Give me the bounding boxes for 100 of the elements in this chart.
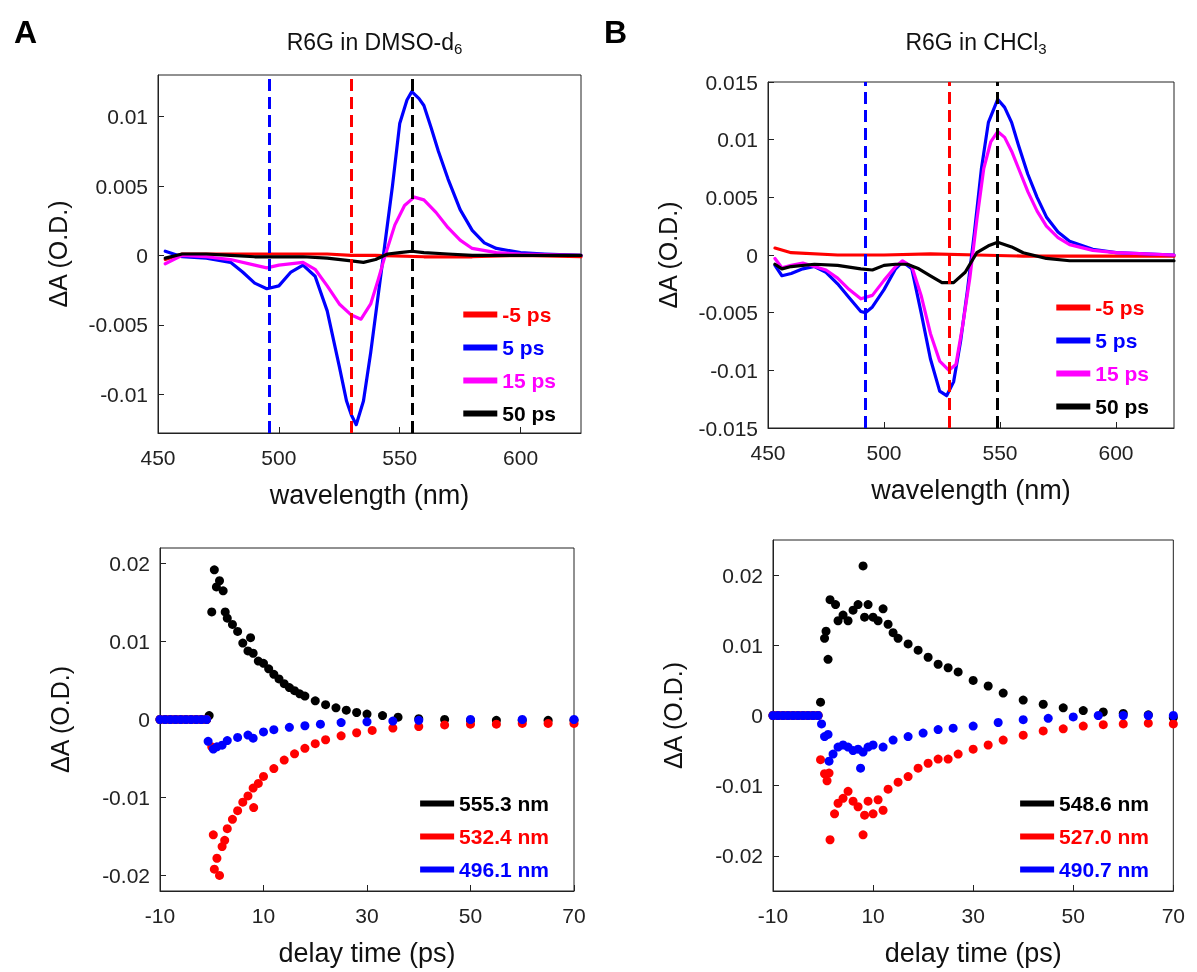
point — [848, 605, 858, 615]
point — [341, 705, 351, 715]
point — [279, 755, 289, 765]
legend-label: 5 ps — [1095, 329, 1138, 352]
point — [264, 664, 274, 674]
point — [233, 626, 243, 636]
point — [212, 853, 222, 863]
point — [352, 728, 362, 738]
point — [269, 764, 279, 774]
point — [998, 688, 1008, 698]
point — [883, 619, 893, 629]
x-tick-label: 70 — [1161, 904, 1185, 927]
point — [248, 648, 258, 658]
point — [863, 796, 873, 806]
legend-label: 555.3 nm — [459, 792, 549, 815]
point — [336, 718, 346, 728]
point — [933, 659, 943, 669]
x-tick-label: 600 — [503, 446, 539, 469]
point — [336, 731, 346, 741]
point — [367, 725, 377, 735]
y-tick-label: 0.01 — [717, 128, 758, 152]
point — [860, 810, 870, 820]
point — [825, 595, 835, 605]
point — [843, 616, 853, 626]
legend-label: 5 ps — [502, 336, 545, 359]
x-axis-title: delay time (ps) — [884, 937, 1062, 968]
point — [315, 719, 325, 729]
point — [1093, 711, 1103, 720]
point — [903, 639, 913, 649]
x-tick-label: 30 — [355, 904, 379, 927]
point — [491, 719, 501, 729]
y-tick-label: -0.01 — [102, 785, 150, 809]
point — [246, 633, 256, 643]
point — [220, 835, 230, 845]
point — [290, 749, 300, 759]
point — [222, 613, 232, 623]
x-axis-title: delay time (ps) — [278, 937, 456, 968]
point — [227, 814, 237, 824]
x-tick-label: 50 — [1061, 904, 1085, 927]
point — [923, 652, 933, 662]
legend-label: -5 ps — [502, 303, 552, 326]
point — [873, 795, 883, 805]
text: A — [14, 14, 38, 50]
text: B — [604, 14, 628, 50]
point — [352, 707, 362, 717]
point — [215, 576, 225, 586]
point — [823, 654, 833, 664]
point — [943, 754, 953, 764]
point — [1078, 706, 1088, 716]
x-tick-label: 500 — [866, 441, 902, 464]
y-tick-label: -0.005 — [88, 313, 148, 337]
point — [918, 728, 928, 738]
point — [868, 740, 878, 750]
y-tick-label: 0 — [138, 708, 150, 731]
point — [843, 786, 853, 796]
x-tick-label: 50 — [458, 904, 483, 927]
point — [248, 733, 258, 743]
x-tick-label: -10 — [757, 904, 789, 927]
y-tick-label: 0.015 — [705, 70, 758, 94]
point — [923, 758, 933, 768]
point — [249, 803, 259, 813]
point — [238, 638, 248, 648]
legend-label: 50 ps — [1095, 395, 1149, 418]
x-tick-label: 450 — [140, 446, 176, 469]
legend-label: 15 ps — [502, 369, 556, 392]
point — [878, 742, 888, 752]
point — [831, 600, 841, 610]
y-tick-label: 0.01 — [109, 630, 150, 654]
point — [888, 735, 898, 745]
point — [388, 723, 398, 733]
y-axis-title: ΔA (O.D.) — [43, 200, 72, 308]
point — [227, 619, 237, 629]
point — [209, 565, 219, 575]
point — [1068, 712, 1078, 722]
point — [878, 805, 888, 815]
point — [310, 696, 320, 706]
point — [222, 736, 232, 746]
point — [903, 772, 913, 782]
point — [913, 645, 923, 655]
point — [259, 771, 268, 781]
legend-label: 15 ps — [1095, 362, 1149, 385]
point — [1038, 726, 1048, 736]
point — [284, 722, 294, 732]
point — [828, 749, 838, 759]
point — [378, 711, 388, 721]
point — [953, 749, 963, 759]
point — [983, 740, 993, 750]
x-axis-title: wavelength (nm) — [870, 474, 1071, 505]
point — [893, 633, 903, 643]
point — [203, 736, 213, 746]
y-axis-title: ΔA (O.D.) — [45, 666, 74, 773]
point — [913, 763, 923, 773]
x-tick-label: 70 — [562, 904, 586, 927]
y-tick-label: -0.02 — [715, 844, 763, 868]
x-tick-label: 550 — [982, 441, 1018, 464]
point — [269, 725, 279, 735]
point — [207, 607, 217, 617]
y-tick-label: -0.01 — [100, 382, 148, 406]
y-tick-label: -0.02 — [102, 863, 150, 887]
legend-label: 50 ps — [502, 402, 556, 425]
